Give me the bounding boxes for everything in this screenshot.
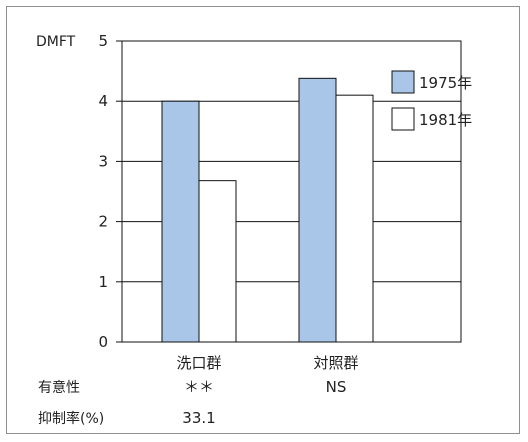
bar: [162, 101, 199, 342]
y-tick-label: 5: [98, 32, 108, 50]
bar: [336, 95, 373, 342]
y-tick-label: 2: [98, 213, 108, 231]
significance-value: NS: [326, 378, 347, 396]
x-category-labels: 洗口群 対照群: [176, 354, 358, 372]
legend: 1975年 1981年: [392, 71, 472, 130]
significance-value: ＊＊: [184, 378, 214, 396]
legend-label: 1981年: [419, 111, 472, 129]
x-category-label: 洗口群: [176, 354, 221, 372]
stats-rows: 有意性 抑制率(%) ＊＊ NS 33.1: [38, 378, 346, 427]
y-axis-label: DMFT: [36, 34, 76, 50]
y-tick-label: 1: [98, 273, 108, 291]
bars: [162, 78, 373, 342]
bar: [199, 181, 236, 342]
inhibition-value: 33.1: [182, 409, 215, 427]
inhibition-label: 抑制率(%): [38, 410, 104, 427]
y-tick-label: 4: [98, 92, 108, 110]
legend-swatch: [392, 108, 414, 130]
y-tick-label: 0: [98, 333, 108, 351]
x-category-label: 対照群: [313, 354, 358, 372]
significance-label: 有意性: [38, 379, 80, 396]
y-tick-labels: 0 1 2 3 4 5: [98, 32, 122, 351]
bar: [299, 78, 336, 342]
legend-swatch: [392, 71, 414, 93]
y-tick-label: 3: [98, 152, 108, 170]
legend-label: 1975年: [419, 74, 472, 92]
